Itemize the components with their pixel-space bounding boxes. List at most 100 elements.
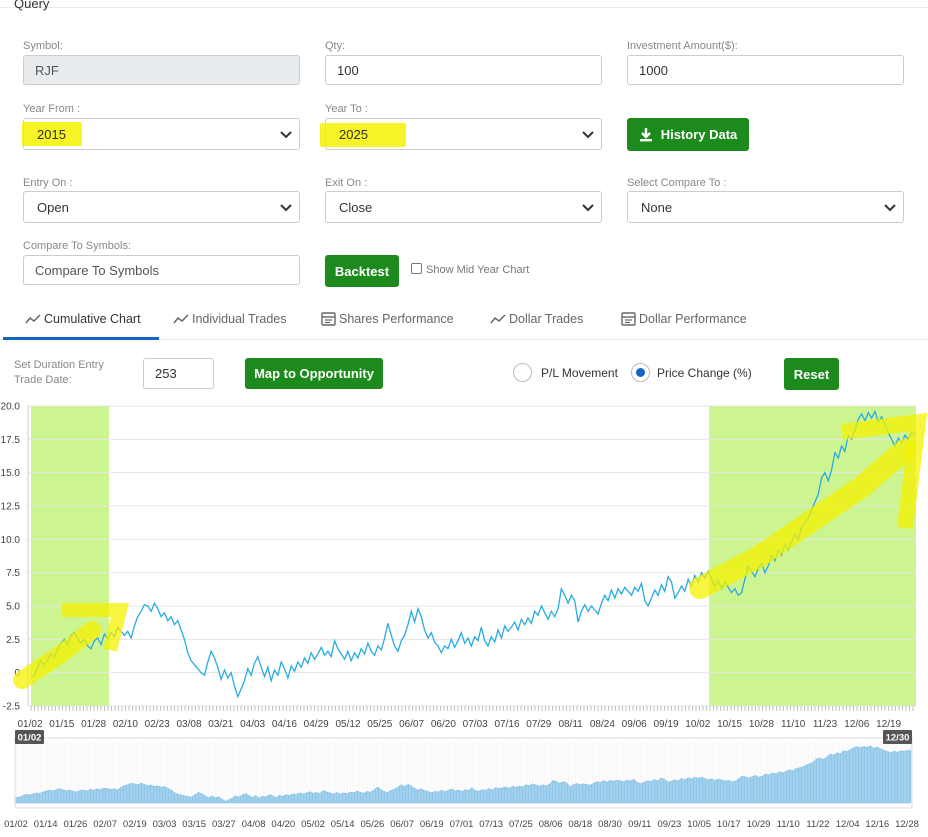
x-tick-label: 10/28: [749, 719, 774, 730]
navigator-tick-label: 08/18: [568, 819, 592, 830]
navigator-tick-label: 06/07: [390, 819, 414, 830]
navigator-tick-label: 10/17: [717, 819, 741, 830]
compare-value: None: [641, 199, 673, 215]
chevron-down-icon: [884, 204, 896, 212]
highlight-annotations: [13, 412, 928, 689]
x-tick-label: 07/03: [463, 719, 488, 730]
active-tab-indicator: [3, 337, 159, 340]
investment-input[interactable]: 1000: [627, 55, 904, 85]
tab-individual-trades[interactable]: Individual Trades: [173, 312, 287, 326]
exit-on-label: Exit On :: [325, 177, 368, 189]
navigator-tick-label: 01/02: [4, 819, 28, 830]
cumulative-line: [30, 409, 916, 699]
entry-on-select[interactable]: Open: [23, 191, 300, 223]
history-data-button[interactable]: History Data: [627, 118, 749, 151]
y-tick-label: 15.0: [1, 468, 21, 479]
navigator-tick-label: 08/06: [539, 819, 563, 830]
investment-label: Investment Amount($):: [627, 40, 738, 52]
tab-cumulative-chart[interactable]: Cumulative Chart: [25, 312, 141, 326]
tab-label: Dollar Performance: [639, 311, 747, 326]
price-change-radio[interactable]: [631, 363, 650, 382]
chevron-down-icon: [582, 131, 594, 139]
tab-label: Dollar Trades: [509, 312, 584, 326]
x-tick-label: 04/03: [240, 719, 265, 730]
tab-shares-performance[interactable]: Shares Performance: [321, 311, 454, 326]
entry-on-label: Entry On :: [23, 177, 73, 189]
navigator-tick-label: 10/05: [687, 819, 711, 830]
duration-label-line2: Trade Date:: [14, 374, 72, 386]
year-from-highlight: [22, 122, 82, 146]
year-to-highlight: [320, 123, 406, 147]
x-tick-label: 04/29: [304, 719, 329, 730]
x-tick-label: 01/28: [81, 719, 106, 730]
query-title: Query: [14, 0, 50, 11]
navigator-end-label: 12/30: [886, 733, 910, 744]
map-to-opportunity-button[interactable]: Map to Opportunity: [245, 358, 383, 389]
navigator-tick-label: 03/27: [212, 819, 236, 830]
x-tick-label: 07/29: [526, 719, 551, 730]
tab-label: Cumulative Chart: [44, 312, 141, 326]
y-tick-label: 5.0: [6, 602, 20, 613]
x-tick-label: 11/10: [781, 719, 806, 730]
navigator-tick-label: 11/22: [806, 819, 829, 830]
year-from-value-hl: 2015: [37, 127, 66, 142]
compare-symbols-input[interactable]: Compare To Symbols: [23, 255, 300, 285]
entry-on-value: Open: [37, 199, 69, 215]
y-tick-label: 2.5: [6, 635, 20, 646]
navigator-tick-label: 01/14: [34, 819, 58, 830]
tab-dollar-performance[interactable]: Dollar Performance: [621, 311, 747, 326]
y-tick-label: 10.0: [1, 535, 21, 546]
calendar-icon: [621, 312, 636, 326]
y-tick-label: -2.5: [3, 702, 21, 713]
y-tick-label: 12.5: [1, 502, 21, 513]
x-tick-label: 12/06: [844, 719, 869, 730]
calendar-icon: [321, 312, 336, 326]
qty-label: Qty:: [325, 40, 346, 52]
query-header: [0, 0, 928, 8]
x-tick-label: 01/15: [49, 719, 74, 730]
chevron-down-icon: [582, 204, 594, 212]
tab-dollar-trades[interactable]: Dollar Trades: [490, 312, 583, 326]
x-tick-label: 09/06: [622, 719, 647, 730]
cumulative-chart[interactable]: 20.017.515.012.510.07.55.02.50-2.5 01/02…: [0, 398, 928, 837]
reset-button[interactable]: Reset: [784, 358, 839, 390]
tab-label: Shares Performance: [339, 311, 454, 326]
symbol-label: Symbol:: [23, 40, 63, 52]
year-to-label: Year To :: [325, 103, 368, 115]
y-tick-label: 17.5: [1, 435, 21, 446]
exit-on-select[interactable]: Close: [325, 191, 602, 223]
navigator-tick-label: 09/23: [658, 819, 682, 830]
right-arrow-stroke: [689, 439, 916, 599]
x-tick-label: 10/15: [717, 719, 742, 730]
x-tick-label: 07/16: [494, 719, 519, 730]
navigator-tick-label: 06/19: [420, 819, 444, 830]
mid-year-checkbox[interactable]: [411, 263, 422, 274]
chevron-down-icon: [280, 204, 292, 212]
x-tick-label: 02/10: [113, 719, 138, 730]
duration-label: Set Duration Entry Trade Date:: [14, 358, 104, 388]
chart-tabs: [0, 300, 928, 340]
download-icon: [639, 128, 652, 142]
pl-movement-radio[interactable]: [513, 363, 532, 382]
navigator-tick-label: 08/30: [598, 819, 622, 830]
exit-on-value: Close: [339, 199, 373, 215]
navigator-tick-label: 09/11: [628, 819, 651, 830]
navigator-tick-label: 05/02: [301, 819, 325, 830]
navigator-tick-label: 07/13: [479, 819, 503, 830]
year-from-label: Year From :: [23, 103, 81, 115]
navigator-tick-label: 03/03: [153, 819, 177, 830]
right-arrow-head: [840, 412, 928, 529]
x-tick-label: 11/23: [813, 719, 838, 730]
backtest-button[interactable]: Backtest: [325, 255, 399, 287]
symbol-field: RJF: [23, 55, 300, 85]
duration-input[interactable]: 253: [143, 358, 214, 389]
qty-input[interactable]: 100: [325, 55, 602, 85]
x-tick-label: 12/19: [876, 719, 901, 730]
x-tick-label: 01/02: [17, 719, 42, 730]
compare-select[interactable]: None: [627, 191, 904, 223]
tab-label: Individual Trades: [192, 312, 287, 326]
navigator-tick-label: 05/26: [361, 819, 385, 830]
pl-movement-label: P/L Movement: [541, 366, 618, 380]
navigator-tick-label: 04/20: [271, 819, 295, 830]
